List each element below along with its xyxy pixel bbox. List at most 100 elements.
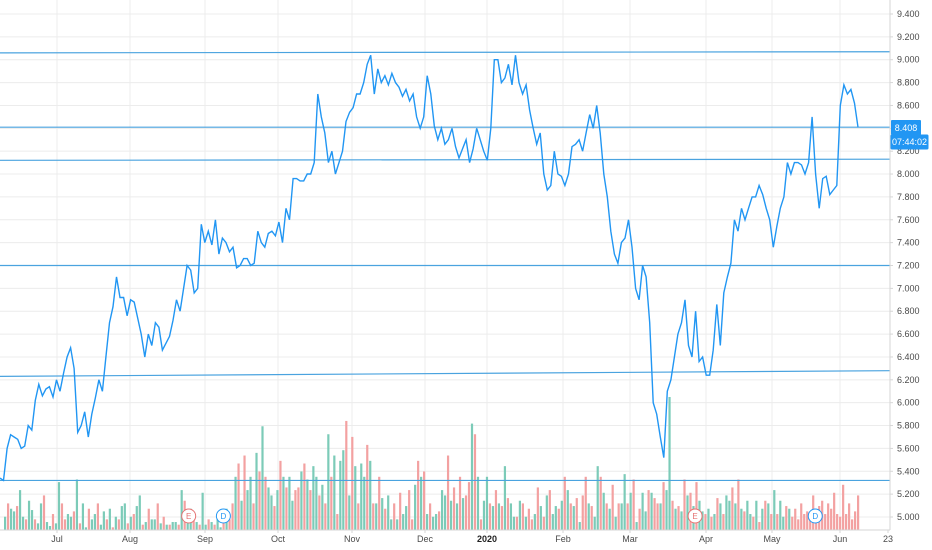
volume-bar — [321, 484, 324, 530]
y-tick-label: 6.800 — [897, 306, 920, 316]
volume-bar — [174, 522, 177, 530]
time-axis[interactable]: Jul Aug Sep Oct Nov Dec 2020 Feb Mar Apr May Jun 23 — [51, 530, 893, 544]
volume-bar — [330, 476, 333, 530]
volume-bar — [470, 423, 474, 530]
volume-bar — [372, 503, 375, 530]
volume-bar — [204, 524, 207, 530]
volume-bar — [150, 519, 153, 530]
volume-bar — [66, 514, 70, 530]
volume-bar — [785, 506, 788, 530]
volume-bar — [707, 508, 710, 530]
volume-bar — [545, 495, 548, 530]
volume-bar — [114, 516, 117, 530]
volume-bar — [414, 484, 417, 530]
horizontal-levels[interactable] — [0, 51, 891, 482]
volume-bar — [500, 506, 504, 530]
volume-bar — [243, 455, 246, 530]
volume-bar — [309, 490, 312, 530]
volume-bar — [129, 516, 132, 530]
volume-bar — [455, 503, 459, 530]
volume-bar — [366, 444, 369, 530]
horizontal-level-line[interactable] — [0, 158, 891, 161]
volume-bar — [851, 519, 854, 530]
volume-bar — [423, 471, 426, 530]
y-tick-label: 7.800 — [897, 192, 920, 202]
y-tick-label: 8.000 — [897, 169, 920, 179]
volume-bar — [626, 503, 629, 530]
dividend-marker[interactable]: D — [807, 508, 823, 524]
horizontal-level-line[interactable] — [0, 370, 891, 377]
price-axis[interactable]: 5.000 5.200 5.400 5.600 5.800 6.000 6.200 6.400… — [890, 9, 920, 522]
volume-bar — [21, 516, 25, 530]
volume-bar — [105, 519, 108, 530]
volume-bar — [111, 527, 114, 530]
y-tick-label: 8.600 — [897, 100, 920, 110]
volume-bar — [9, 508, 13, 530]
event-marker-label: D — [220, 512, 226, 521]
volume-bar — [653, 498, 656, 530]
volume-bar — [249, 476, 252, 530]
volume-bar — [815, 522, 818, 530]
volume-bar — [405, 506, 408, 530]
volume-bar — [363, 476, 366, 530]
volume-bar — [770, 514, 773, 530]
volume-bar — [387, 495, 390, 530]
volume-bar — [515, 516, 518, 530]
volume-bar — [228, 519, 231, 530]
earnings-marker[interactable]: E — [181, 508, 197, 524]
y-tick-label: 5.000 — [897, 512, 920, 522]
volume-bar — [659, 503, 662, 530]
volume-bar — [461, 498, 465, 530]
volume-bar — [479, 519, 483, 530]
volume-bar — [677, 506, 680, 530]
volume-bar — [668, 397, 671, 530]
volume-bar — [638, 508, 641, 530]
volume-bar — [147, 508, 150, 530]
volume-bar — [18, 490, 22, 530]
volume-bar — [551, 514, 554, 530]
volume-bar — [575, 498, 578, 530]
volume-bar — [788, 508, 791, 530]
earnings-marker[interactable]: E — [687, 508, 703, 524]
volume-bar — [506, 498, 510, 530]
volume-bar — [485, 476, 489, 530]
horizontal-level-line[interactable] — [0, 51, 891, 54]
volume-bar — [156, 503, 159, 530]
volume-bar — [39, 503, 43, 530]
volume-bar — [473, 434, 477, 530]
volume-bar — [426, 514, 429, 530]
volume-bar — [524, 516, 527, 530]
volume-bar — [563, 476, 566, 530]
volume-bar — [135, 506, 138, 530]
volume-bar — [728, 500, 731, 530]
volume-bar — [354, 466, 357, 530]
volume-bar — [647, 490, 650, 530]
volume-bar — [542, 516, 545, 530]
volume-bar — [848, 503, 851, 530]
volume-bar — [12, 511, 16, 530]
volume-bar — [833, 492, 836, 530]
volume-bar — [674, 508, 677, 530]
y-tick-label: 6.600 — [897, 329, 920, 339]
y-tick-label: 6.400 — [897, 352, 920, 362]
volume-bar — [710, 516, 713, 530]
dividend-marker[interactable]: D — [215, 508, 231, 524]
volume-bar — [264, 476, 267, 530]
y-tick-label: 7.000 — [897, 283, 920, 293]
volume-bar — [357, 503, 360, 530]
volume-bar — [491, 506, 495, 530]
volume-bar — [351, 436, 354, 530]
volume-bar — [656, 503, 659, 530]
volume-bar — [303, 463, 306, 530]
volume-bar — [345, 420, 348, 530]
countdown-badge — [890, 134, 929, 150]
volume-bar — [429, 503, 432, 530]
y-tick-label: 5.200 — [897, 489, 920, 499]
volume-bar — [590, 506, 593, 530]
volume-bar — [800, 503, 803, 530]
y-tick-label: 8.800 — [897, 78, 920, 88]
volume-bar — [402, 514, 405, 530]
volume-bar — [102, 511, 105, 530]
